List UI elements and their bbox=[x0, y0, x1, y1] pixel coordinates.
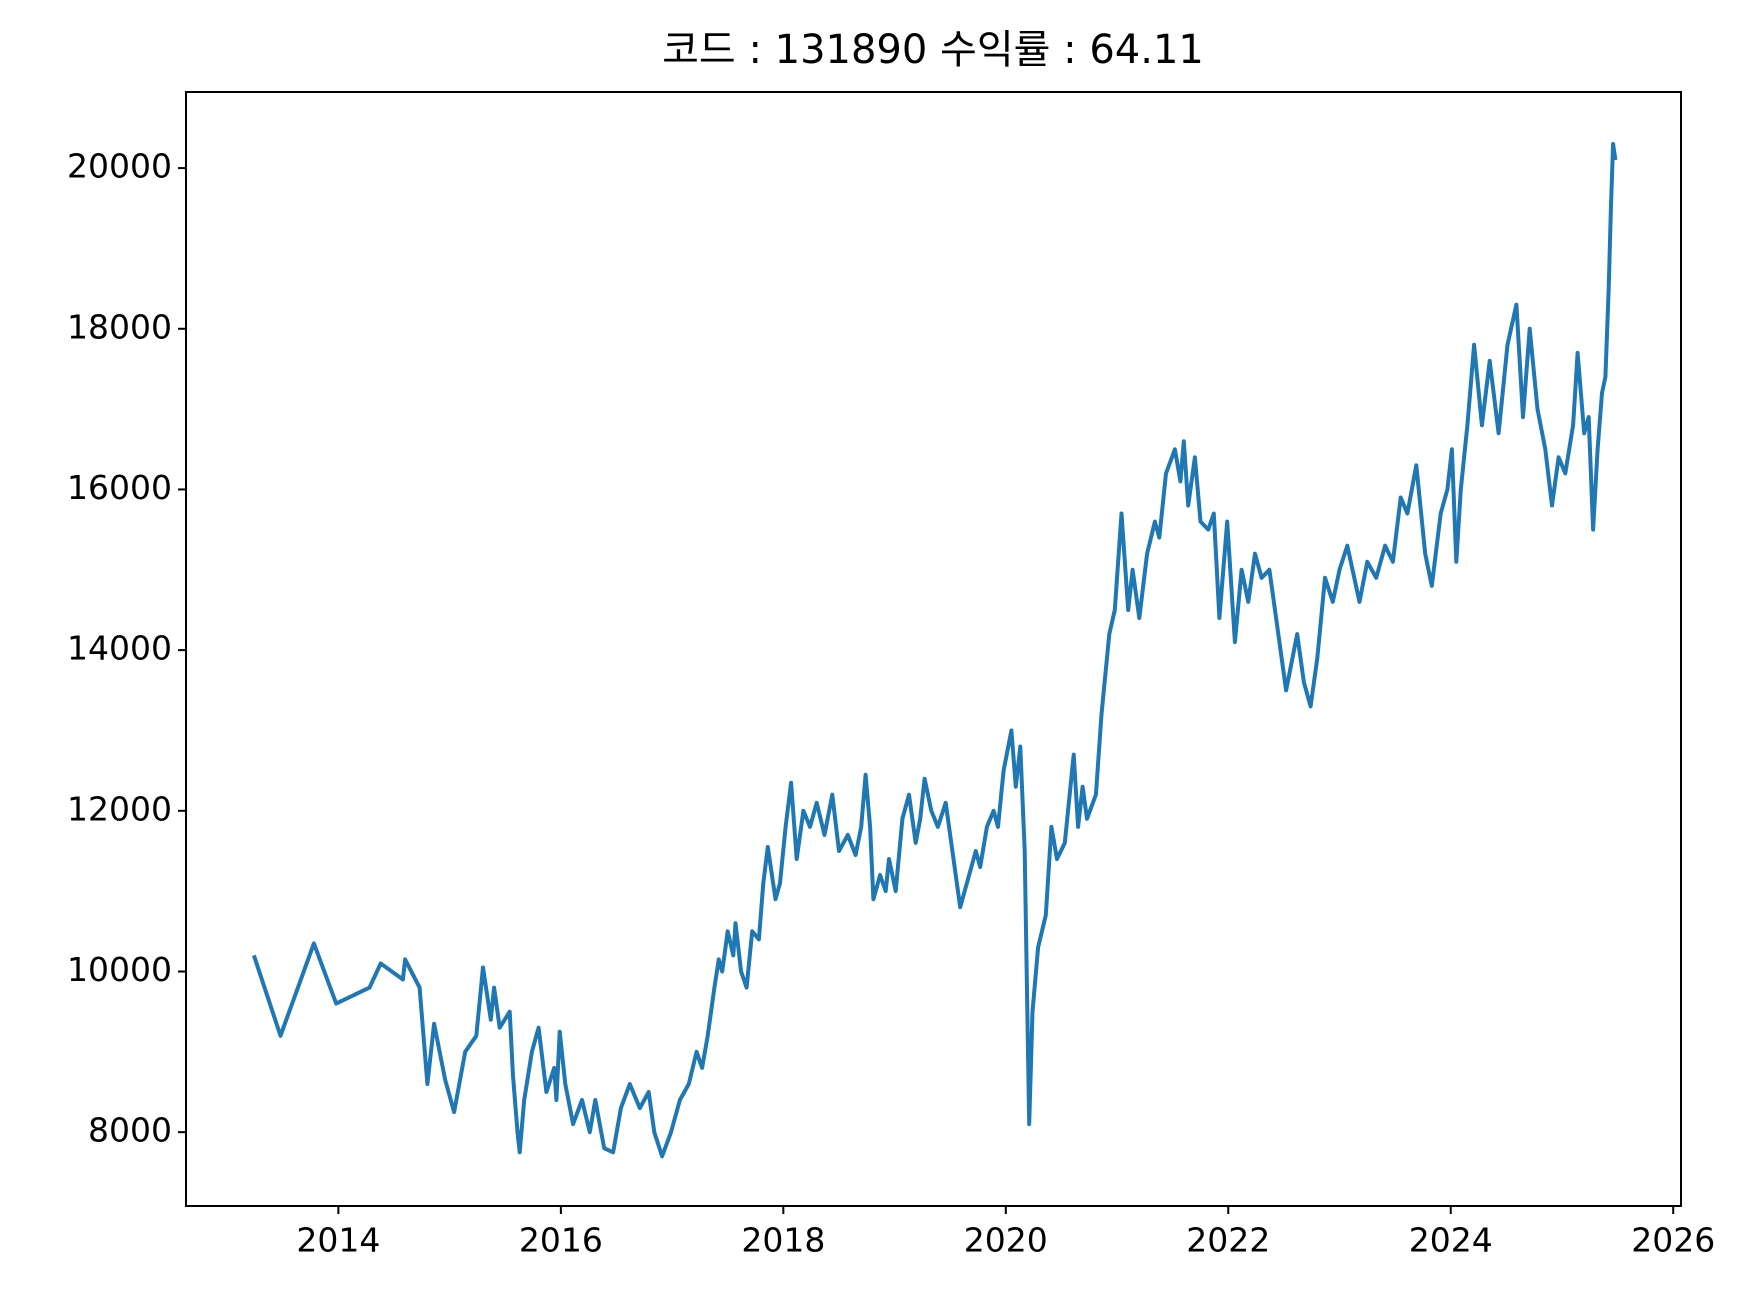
x-tick-label: 2022 bbox=[1186, 1221, 1270, 1260]
x-tick-label: 2024 bbox=[1409, 1221, 1493, 1260]
x-tick-label: 2014 bbox=[296, 1221, 380, 1260]
data-line bbox=[252, 142, 1618, 1159]
y-tick-label: 20000 bbox=[67, 147, 172, 186]
x-tick-label: 2020 bbox=[964, 1221, 1048, 1260]
y-tick-label: 14000 bbox=[67, 629, 172, 668]
x-tick-label: 2026 bbox=[1631, 1221, 1715, 1260]
y-tick-label: 18000 bbox=[67, 307, 172, 346]
chart-title: 코드 : 131890 수익률 : 64.11 bbox=[662, 27, 1204, 73]
y-tick-label: 8000 bbox=[88, 1111, 172, 1150]
y-tick-label: 10000 bbox=[67, 950, 172, 989]
x-tick-label: 2016 bbox=[519, 1221, 603, 1260]
x-tick-label: 2018 bbox=[741, 1221, 825, 1260]
plot-frame bbox=[185, 91, 1682, 1207]
y-tick-label: 12000 bbox=[67, 789, 172, 828]
y-tick-label: 16000 bbox=[67, 468, 172, 507]
